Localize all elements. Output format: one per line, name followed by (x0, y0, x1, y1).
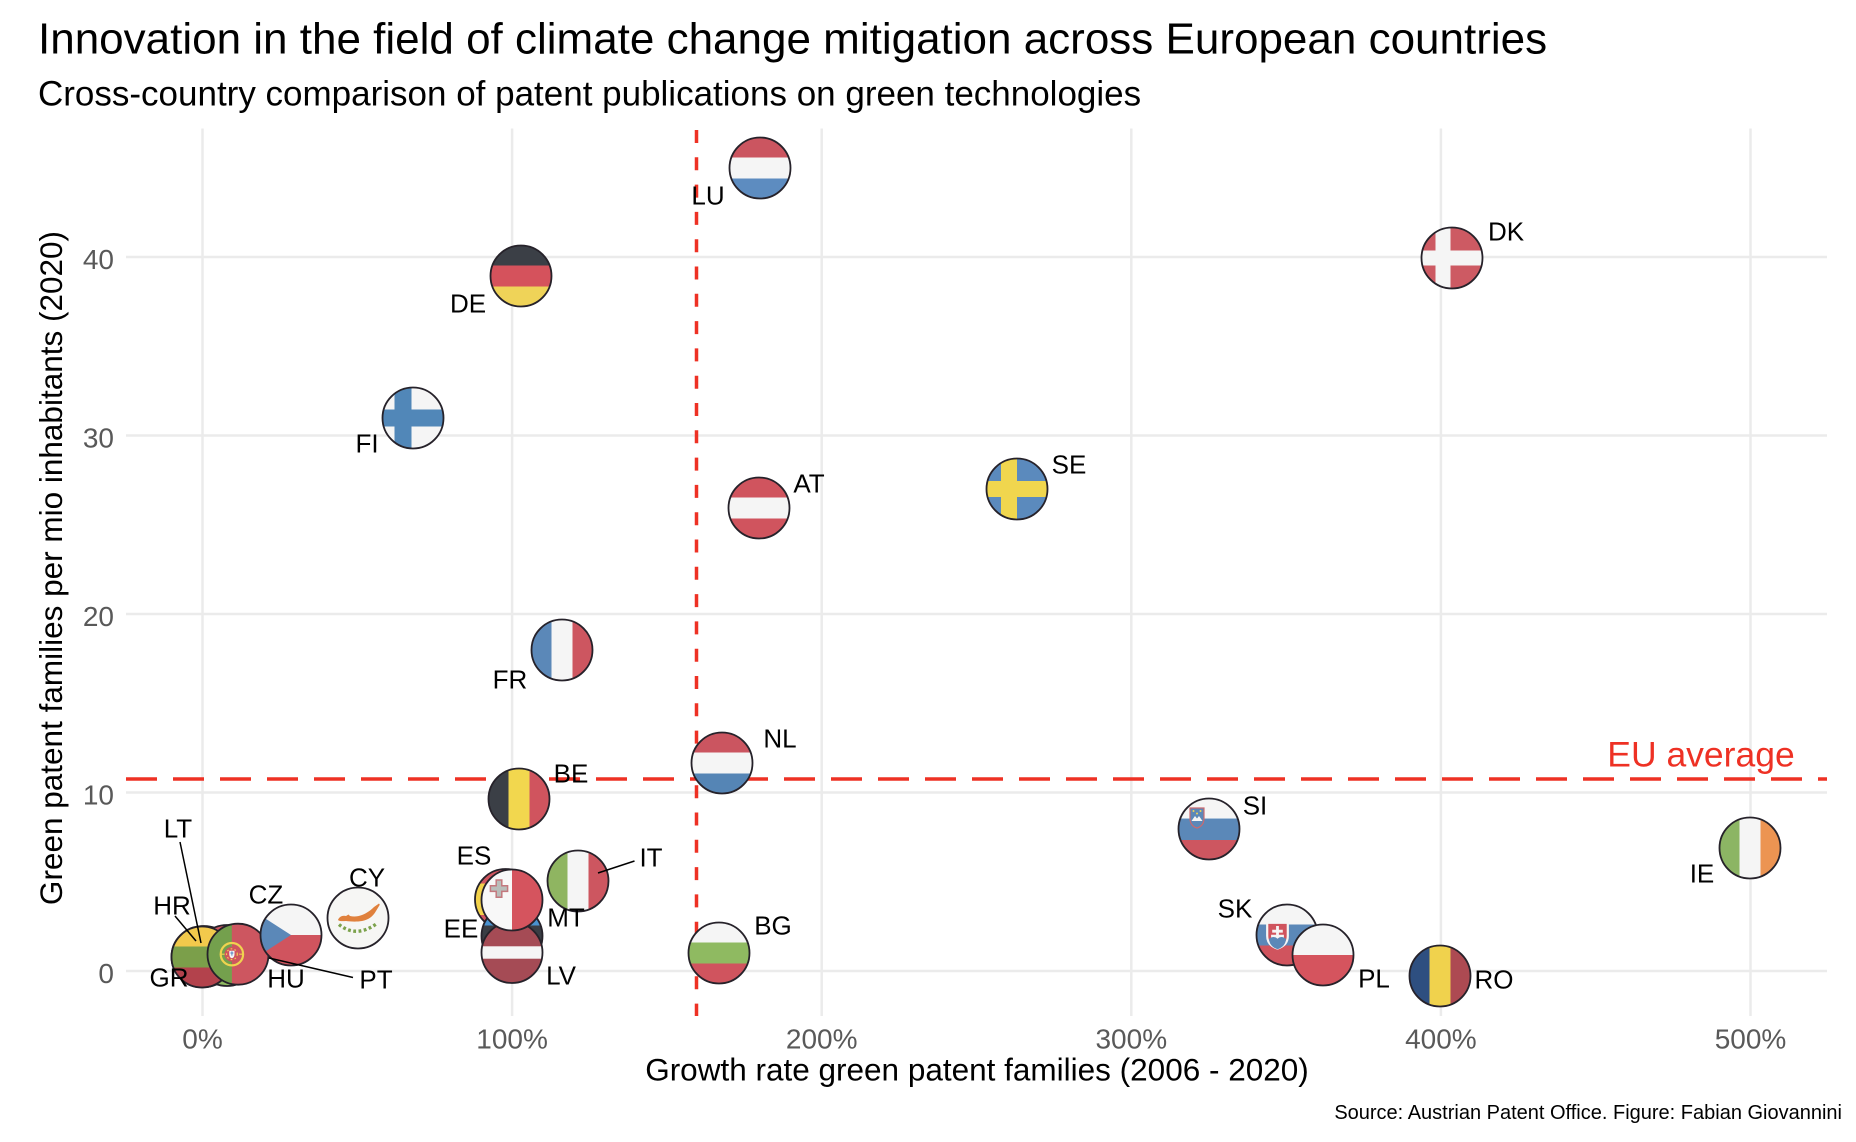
svg-text:FI: FI (355, 428, 378, 458)
svg-text:RO: RO (1475, 964, 1514, 994)
svg-text:400%: 400% (1405, 1024, 1477, 1055)
svg-text:EE: EE (444, 913, 479, 943)
svg-text:ES: ES (457, 840, 492, 870)
svg-text:Source: Austrian Patent Office: Source: Austrian Patent Office. Figure: … (1334, 1102, 1842, 1124)
svg-text:BE: BE (554, 758, 589, 788)
svg-text:DK: DK (1488, 216, 1525, 246)
svg-text:10: 10 (83, 780, 114, 811)
svg-text:CZ: CZ (249, 879, 284, 909)
svg-text:40: 40 (83, 244, 114, 275)
svg-text:PL: PL (1358, 963, 1390, 993)
svg-text:BG: BG (754, 910, 792, 940)
svg-text:SI: SI (1243, 790, 1268, 820)
svg-text:Cross-country comparison of pa: Cross-country comparison of patent publi… (38, 75, 1141, 114)
svg-text:CY: CY (349, 862, 385, 892)
svg-text:DE: DE (450, 288, 486, 318)
svg-text:200%: 200% (786, 1024, 858, 1055)
svg-text:AT: AT (793, 468, 824, 498)
svg-text:0%: 0% (182, 1024, 222, 1055)
svg-text:EU average: EU average (1607, 735, 1794, 775)
svg-text:PT: PT (359, 964, 392, 994)
svg-text:20: 20 (83, 601, 114, 632)
svg-text:HR: HR (153, 890, 191, 920)
svg-text:Green patent families per mio: Green patent families per mio inhabitant… (33, 231, 69, 905)
svg-text:LV: LV (546, 960, 577, 990)
svg-text:300%: 300% (1095, 1024, 1167, 1055)
svg-text:MT: MT (547, 902, 585, 932)
svg-text:SK: SK (1218, 893, 1253, 923)
svg-text:FR: FR (493, 664, 528, 694)
svg-text:IE: IE (1690, 858, 1715, 888)
svg-text:NL: NL (763, 723, 796, 753)
svg-text:GR: GR (150, 962, 189, 992)
svg-text:Innovation in the field of cli: Innovation in the field of climate chang… (38, 15, 1547, 64)
svg-text:HU: HU (267, 963, 305, 993)
svg-text:IT: IT (639, 842, 662, 872)
svg-text:30: 30 (83, 423, 114, 454)
svg-text:500%: 500% (1715, 1024, 1787, 1055)
svg-text:LU: LU (691, 180, 724, 210)
svg-text:0: 0 (98, 958, 114, 989)
svg-text:SE: SE (1052, 449, 1087, 479)
svg-text:Growth rate green patent famil: Growth rate green patent families (2006 … (645, 1052, 1309, 1088)
svg-text:100%: 100% (476, 1024, 548, 1055)
svg-text:LT: LT (164, 813, 193, 843)
